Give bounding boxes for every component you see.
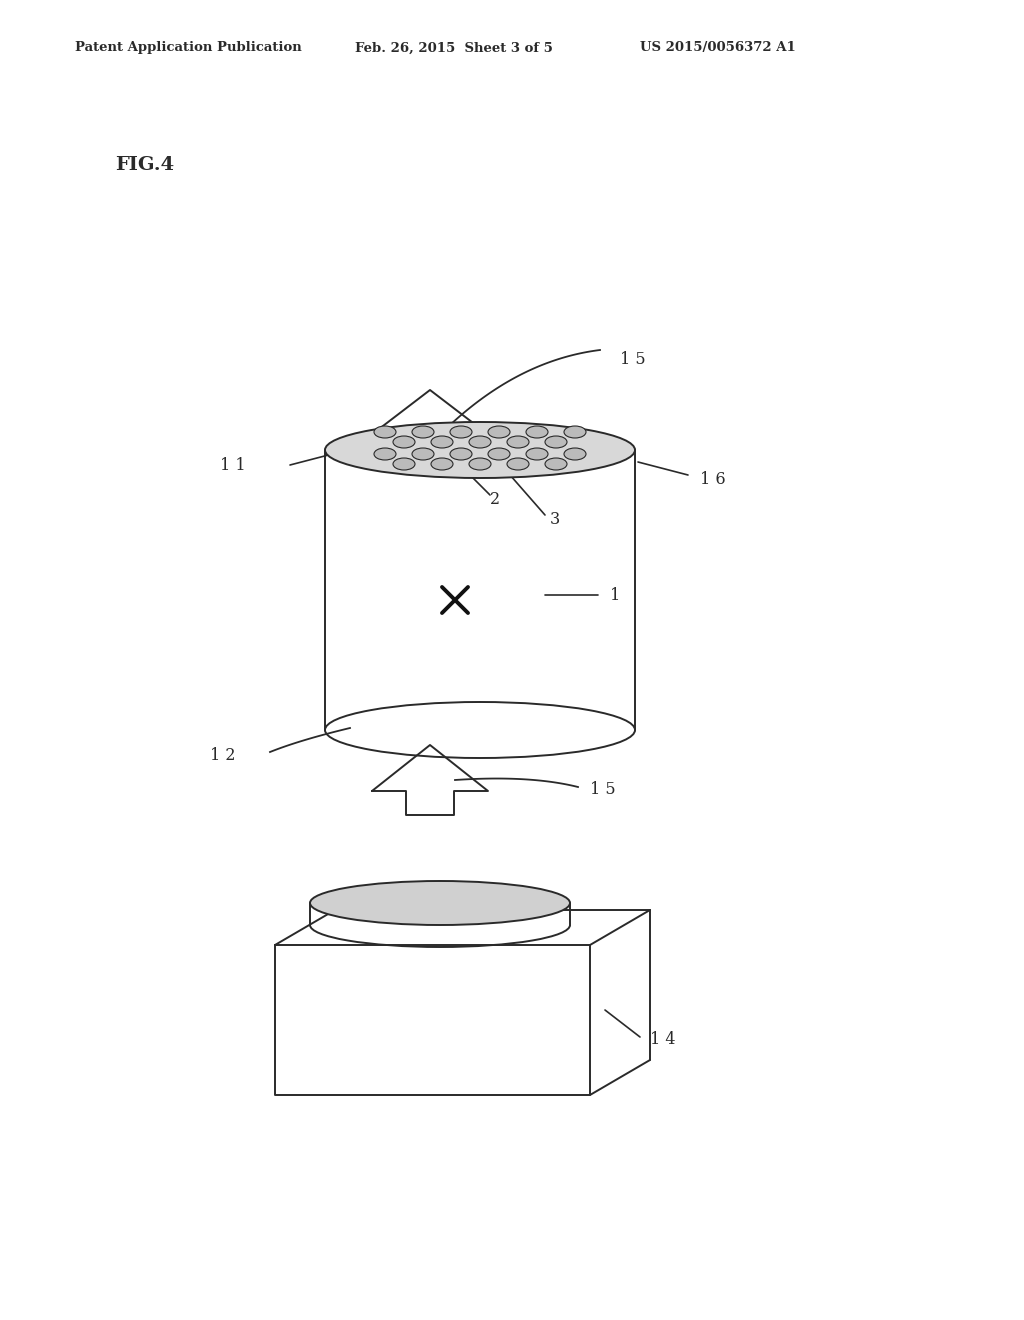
Text: 1 1: 1 1 [220,457,246,474]
Text: 1 5: 1 5 [620,351,645,368]
Ellipse shape [526,426,548,438]
Ellipse shape [545,436,567,447]
Ellipse shape [412,426,434,438]
Text: 1 2: 1 2 [210,747,236,763]
Text: FIG.4: FIG.4 [115,156,174,174]
Text: 1 5: 1 5 [590,781,615,799]
Text: 2: 2 [490,491,500,508]
Ellipse shape [374,447,396,459]
Ellipse shape [310,880,570,925]
Ellipse shape [431,458,453,470]
Ellipse shape [488,426,510,438]
Ellipse shape [325,422,635,478]
Text: 1: 1 [610,586,621,603]
Ellipse shape [507,436,529,447]
Text: Patent Application Publication: Patent Application Publication [75,41,302,54]
Ellipse shape [469,458,490,470]
Ellipse shape [450,447,472,459]
Ellipse shape [393,458,415,470]
Ellipse shape [507,458,529,470]
Ellipse shape [545,458,567,470]
Ellipse shape [450,426,472,438]
Ellipse shape [374,426,396,438]
Text: 1 4: 1 4 [650,1031,676,1048]
Text: 3: 3 [550,511,560,528]
Ellipse shape [564,447,586,459]
Ellipse shape [412,447,434,459]
Ellipse shape [564,426,586,438]
Ellipse shape [469,436,490,447]
Ellipse shape [526,447,548,459]
Ellipse shape [488,447,510,459]
Ellipse shape [393,436,415,447]
Text: US 2015/0056372 A1: US 2015/0056372 A1 [640,41,796,54]
Text: Feb. 26, 2015  Sheet 3 of 5: Feb. 26, 2015 Sheet 3 of 5 [355,41,553,54]
Ellipse shape [431,436,453,447]
Text: 1 6: 1 6 [700,471,726,488]
